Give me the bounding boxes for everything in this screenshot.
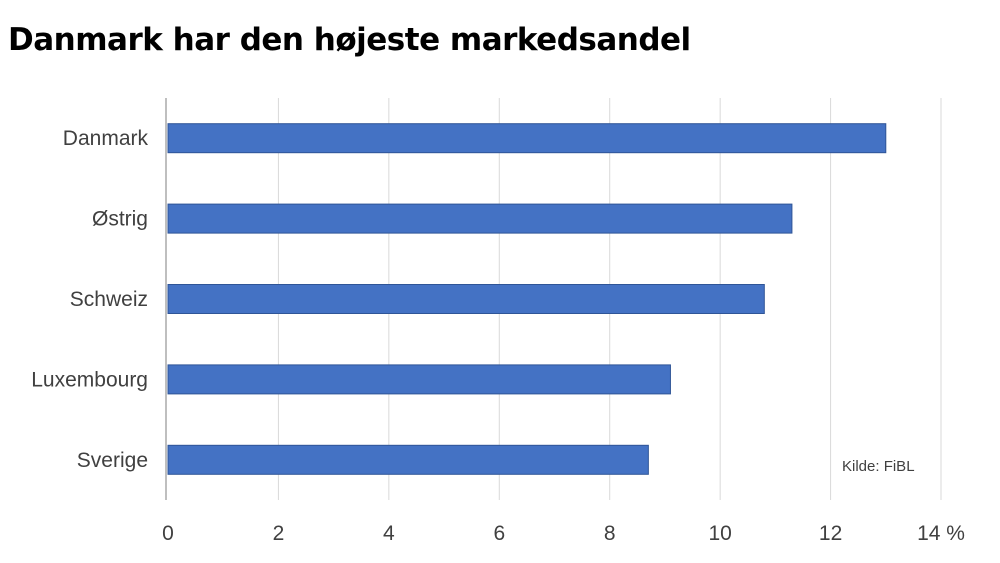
bar bbox=[167, 203, 793, 234]
category-labels: Danmark Østrig Schweiz Luxembourg Sverige bbox=[31, 127, 148, 472]
bar bbox=[167, 444, 649, 475]
bars bbox=[167, 123, 887, 475]
bar bbox=[167, 364, 671, 395]
category-label: Schweiz bbox=[70, 288, 148, 311]
category-label: Danmark bbox=[63, 127, 149, 150]
x-tick-label: 0 bbox=[162, 522, 174, 545]
x-tick-label: 12 bbox=[819, 522, 842, 545]
x-tick-label: 14 % bbox=[917, 522, 965, 545]
category-label: Østrig bbox=[92, 208, 148, 231]
source-note: Kilde: FiBL bbox=[842, 458, 915, 475]
x-tick-label: 8 bbox=[604, 522, 616, 545]
x-tick-label: 2 bbox=[273, 522, 285, 545]
bar bbox=[167, 123, 887, 154]
bar bbox=[167, 284, 765, 314]
x-tick-label: 4 bbox=[383, 522, 395, 545]
chart-title: Danmark har den højeste markedsandel bbox=[8, 22, 691, 58]
x-tick-labels: 0 2 4 6 8 10 12 14 % bbox=[162, 522, 965, 545]
x-tick-label: 10 bbox=[708, 522, 731, 545]
category-label: Luxembourg bbox=[31, 368, 148, 391]
x-tick-label: 6 bbox=[493, 522, 505, 545]
category-label: Sverige bbox=[77, 449, 148, 472]
